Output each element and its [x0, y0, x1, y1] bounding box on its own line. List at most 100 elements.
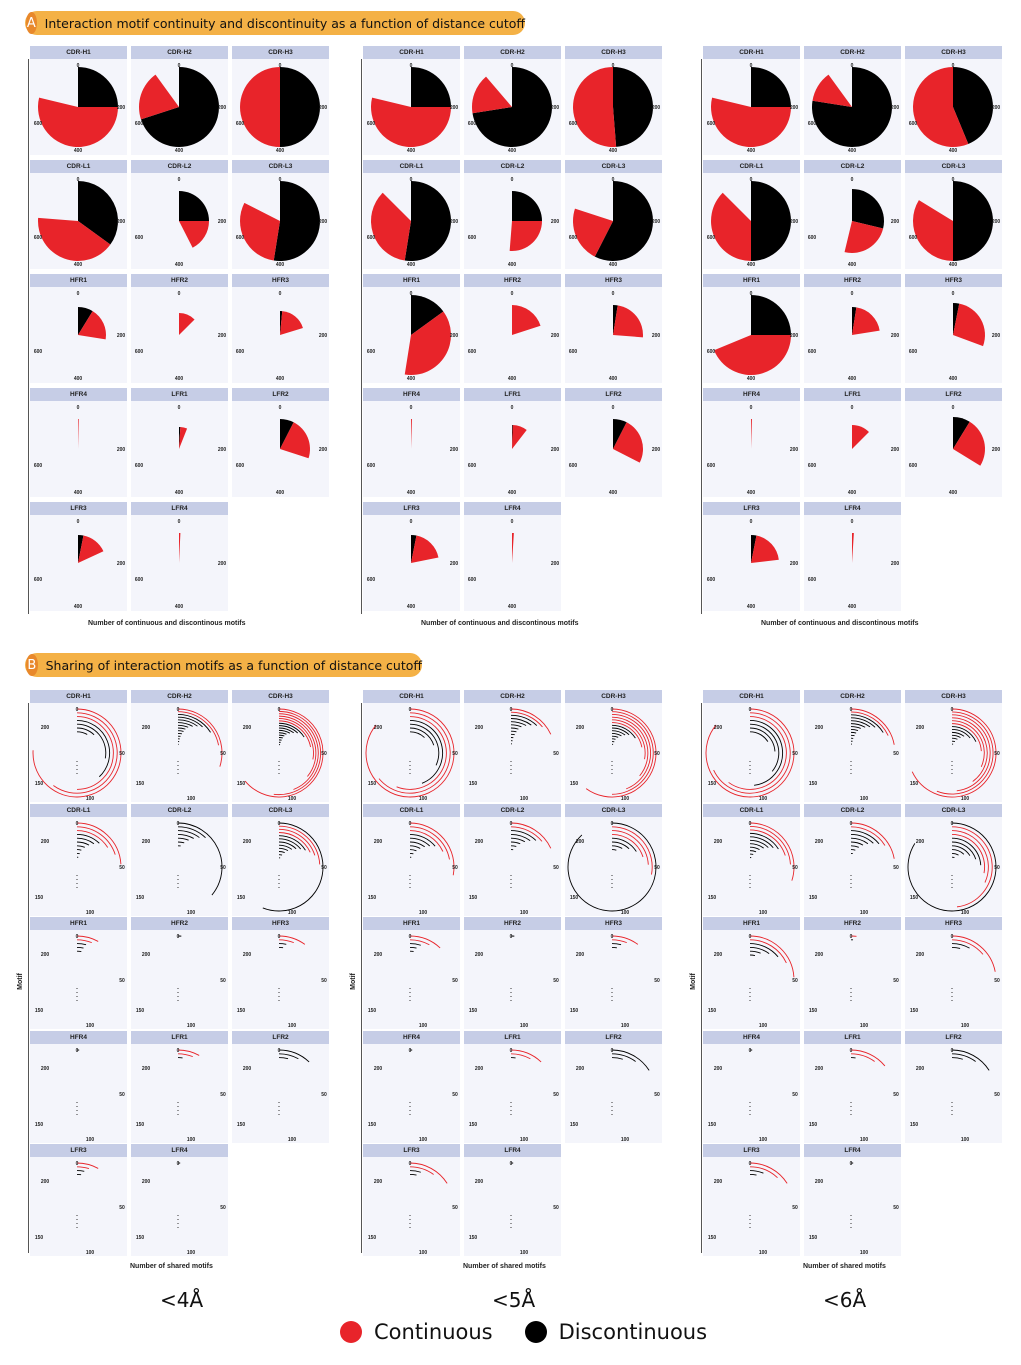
tick-label-200: 200: [714, 1179, 723, 1185]
tick-label-0: 0: [177, 934, 180, 940]
facet-plot-area: 0 50 100 150 200: [703, 703, 800, 802]
facet-plot-area: 0 50 100 150 200: [232, 817, 329, 916]
tick-label-0: 0: [850, 707, 853, 713]
motif-point: [951, 769, 953, 770]
tick-label-0: 0: [409, 1161, 412, 1167]
tick-label-200: 200: [450, 333, 459, 339]
tick-label-600: 600: [367, 349, 376, 355]
tick-label-400: 400: [949, 262, 958, 268]
motif-point: [850, 769, 852, 770]
tick-label-200: 200: [142, 1066, 151, 1072]
facet-cdr-h2: CDR-H2 0 200 400 600: [131, 46, 228, 155]
tick-label-400: 400: [407, 604, 416, 610]
motif-point: [76, 1102, 78, 1103]
tick-label-150: 150: [35, 1008, 44, 1014]
tick-label-150: 150: [136, 1235, 145, 1241]
facet-plot-area: 0 200 400 600: [703, 515, 800, 611]
motif-point: [409, 879, 411, 880]
tick-label-100: 100: [86, 796, 95, 802]
motif-arc-black: [951, 731, 965, 737]
facet-plot-area: 0 200 400 600: [30, 515, 127, 611]
facet-strip-label: LFR4: [131, 1144, 228, 1157]
tick-label-50: 50: [654, 1092, 660, 1098]
motif-point: [278, 887, 280, 888]
motif-arc-red: [278, 720, 311, 748]
facet-plot-area: 0 200 400 600: [232, 401, 329, 497]
tick-label-600: 600: [707, 235, 716, 241]
tick-label-100: 100: [288, 910, 297, 916]
tick-label-50: 50: [893, 1092, 899, 1098]
facet-lfr1: LFR1 0 200 400 600: [131, 388, 228, 497]
pie-slice-continuous: [280, 311, 303, 335]
motif-arc-red: [510, 711, 543, 728]
facet-plot-area: 0 50 100 150 200: [131, 1157, 228, 1256]
motif-arc-black: [567, 822, 657, 912]
motif-point: [951, 879, 953, 880]
motif-point: [611, 769, 613, 770]
motif-point: [951, 765, 953, 766]
motif-arc-red: [951, 714, 991, 792]
facet-hfr2: HFR2 0 200 400 600: [131, 274, 228, 383]
facet-hfr1: HFR1 0 50 100 150 200: [703, 917, 800, 1029]
tick-label-600: 600: [468, 577, 477, 583]
section-a-letter: A: [26, 12, 37, 34]
tick-label-600: 600: [909, 121, 918, 127]
facet-cdr-l1: CDR-L1 0 200 400 600: [30, 160, 127, 269]
tick-label-400: 400: [407, 148, 416, 154]
motif-arc-red: [409, 826, 450, 860]
tick-label-0: 0: [749, 1048, 752, 1054]
section-b-banner: B Sharing of interaction motifs as a fun…: [25, 653, 422, 677]
tick-label-50: 50: [452, 1092, 458, 1098]
facet-strip-label: CDR-L3: [232, 160, 329, 173]
motif-point: [951, 1114, 953, 1115]
tick-label-50: 50: [893, 1205, 899, 1211]
motif-point: [850, 1110, 852, 1111]
pie-slice-discontinuous: [613, 419, 627, 449]
facet-strip-label: CDR-H1: [703, 46, 800, 59]
facet-plot-area: 0 200 400 600: [363, 173, 460, 269]
motif-arc-black: [278, 727, 294, 734]
motif-arc-black: [749, 727, 776, 752]
tick-label-400: 400: [276, 148, 285, 154]
tick-label-50: 50: [893, 978, 899, 984]
tick-label-200: 200: [551, 219, 560, 225]
facet-cdr-h3: CDR-H3 0 50 100 150 200: [905, 690, 1002, 802]
tick-label-50: 50: [792, 1092, 798, 1098]
tick-label-200: 200: [41, 839, 50, 845]
facet-hfr2: HFR2 0 50 100 150 200: [464, 917, 561, 1029]
facet-lfr4: LFR4 0 50 100 150 200: [804, 1144, 901, 1256]
motif-point: [749, 992, 751, 993]
pie-slice-continuous: [179, 533, 181, 563]
tick-label-400: 400: [276, 376, 285, 382]
motif-arc-red: [850, 1049, 886, 1067]
facet-strip-label: LFR3: [703, 502, 800, 515]
motif-point: [177, 1219, 179, 1220]
tick-label-0: 0: [510, 821, 513, 827]
tick-label-50: 50: [452, 1205, 458, 1211]
tick-label-150: 150: [469, 781, 478, 787]
tick-label-0: 0: [279, 177, 282, 183]
motif-point: [749, 875, 751, 876]
tick-label-200: 200: [992, 333, 1001, 339]
facet-plot-area: 0 200 400 600: [804, 287, 901, 383]
motif-point: [951, 761, 953, 762]
pie-slice-discontinuous: [751, 295, 791, 335]
motif-point: [611, 879, 613, 880]
motif-point: [76, 988, 78, 989]
motif-arc-red: [32, 708, 122, 798]
facet-lfr3: LFR3 0 200 400 600: [703, 502, 800, 611]
motif-arc-black: [177, 713, 211, 733]
x-axis-caption-b: Number of shared motifs: [803, 1263, 886, 1270]
tick-label-0: 0: [612, 291, 615, 297]
motif-arc-black: [611, 727, 630, 736]
tick-label-400: 400: [508, 604, 517, 610]
motif-arc-red: [409, 1166, 434, 1175]
facet-strip-label: CDR-L1: [703, 160, 800, 173]
motif-arc-red: [510, 826, 543, 842]
pie-slice-continuous: [613, 422, 643, 463]
tick-label-50: 50: [220, 865, 226, 871]
tick-label-200: 200: [815, 1179, 824, 1185]
tick-label-200: 200: [790, 333, 799, 339]
facet-plot-area: 0 50 100 150 200: [464, 703, 561, 802]
facet-cdr-h2: CDR-H2 0 50 100 150 200: [804, 690, 901, 802]
